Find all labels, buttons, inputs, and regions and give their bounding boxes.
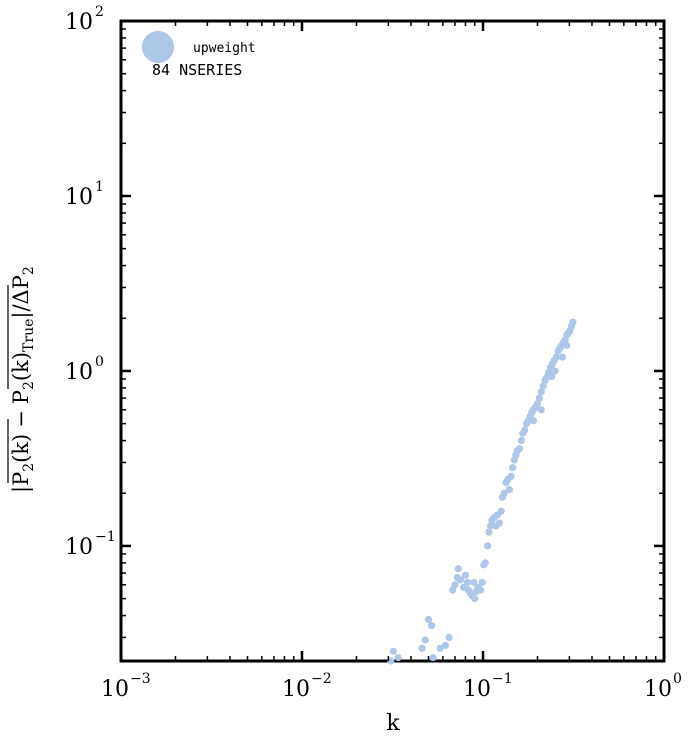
y-tick-label: 10 [65,185,93,210]
data-point [456,576,464,584]
plot-frame [119,19,666,663]
legend-entry-label: upweight [193,41,256,56]
ylabel-kparen-a: (k) [9,434,33,463]
data-point [500,489,508,497]
data-point [424,615,433,624]
x-tick-label: 10 [644,677,672,702]
data-point [548,372,556,381]
y-tick-label: 10 [65,535,93,560]
x-tick-label: 10 [101,677,129,702]
legend-subtitle: 84 NSERIES [152,61,242,79]
data-point [441,641,449,650]
data-point [552,353,560,361]
data-point [485,528,493,536]
data-point [529,417,538,425]
data-point [509,464,517,472]
ylabel-p: P [9,472,33,486]
y-tick-exponent: 0 [95,354,104,370]
x-tick-exponent: −2 [311,671,332,687]
data-point [418,644,426,652]
ylabel-bar-left: | [9,486,34,493]
y-axis-label: |P2(k)−P2(k)True|/ΔP2 [7,266,37,493]
data-point [389,647,397,655]
data-point [461,571,470,579]
x-axis-ticks: 10 −3 10 −2 10 −1 10 0 [101,21,682,702]
data-point [484,542,492,550]
data-point [471,595,479,603]
data-point [563,341,571,349]
legend: upweight 84 NSERIES [142,31,256,79]
y-tick-label: 10 [65,360,93,385]
ylabel-kparen-b: (k) [9,352,33,381]
data-point [507,472,515,480]
plot-border [119,19,666,663]
y-tick-exponent: 2 [95,4,104,20]
data-point [463,578,471,586]
x-tick-exponent: −3 [130,671,151,687]
data-point [428,622,436,630]
data-point [445,633,453,642]
data-point [569,318,577,326]
y-tick-exponent: −1 [95,529,116,545]
legend-marker [142,31,174,63]
data-point [537,406,545,414]
x-tick-exponent: 0 [673,671,682,687]
ylabel-delta: /ΔP [9,275,33,311]
ylabel-bar-right: | [9,312,34,319]
svg-text:|P2(k)−P2(k)True|/ΔP2: |P2(k)−P2(k)True|/ΔP2 [9,266,37,493]
ylabel-true-sub: True [21,319,37,352]
data-point [558,353,567,361]
x-tick-exponent: −1 [492,671,513,687]
data-point [481,559,489,567]
ylabel-sub2-a: 2 [21,463,37,472]
x-tick-label: 10 [463,677,491,702]
data-point [495,519,503,527]
data-points [387,318,577,665]
data-point [533,400,542,408]
ylabel-sub2-b: 2 [21,381,37,390]
data-point [505,486,513,494]
data-point [521,426,529,434]
x-tick-label: 10 [282,677,310,702]
data-point [535,394,544,402]
y-tick-label: 10 [65,10,93,35]
data-point [537,388,545,396]
data-point [478,578,486,586]
data-point [517,437,526,445]
data-point [421,636,429,644]
data-point [477,586,485,594]
data-point [470,578,478,586]
data-point [394,654,402,662]
data-point [429,654,437,662]
data-point [454,565,462,573]
ylabel-sub2-c: 2 [21,266,37,275]
y-tick-exponent: 1 [95,179,104,195]
data-point [551,367,559,375]
ylabel-p-b: P [9,390,33,404]
data-point [451,581,459,589]
data-point [515,445,524,453]
x-axis-label: k [386,711,400,736]
ylabel-minus: − [9,410,33,428]
data-point [497,507,505,515]
data-point [486,522,495,530]
